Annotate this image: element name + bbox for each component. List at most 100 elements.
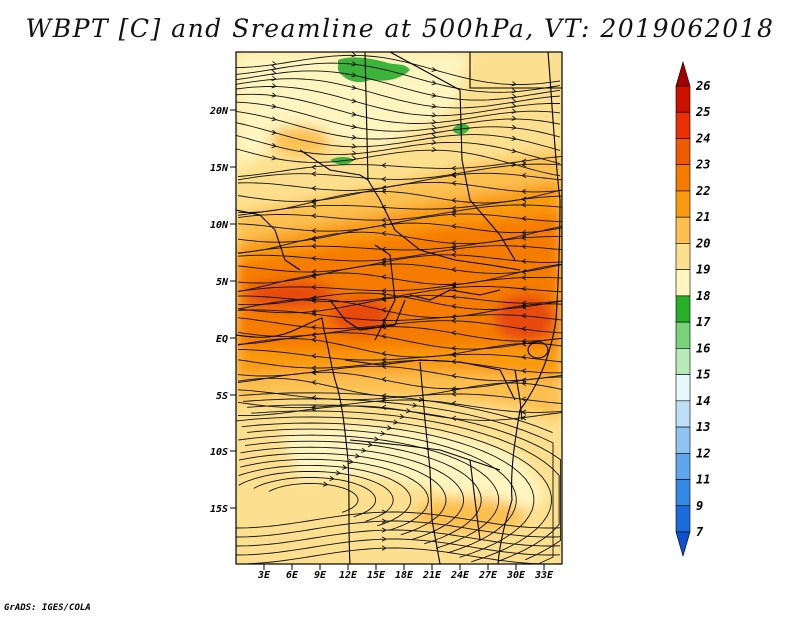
streamline-arrow xyxy=(511,124,517,130)
streamline xyxy=(268,483,359,513)
lat-label-15n: 15N xyxy=(210,163,229,174)
streamline-arrow xyxy=(451,351,457,357)
lon-tick-12e: 12E xyxy=(339,564,358,581)
streamline-arrow xyxy=(451,180,457,186)
streamline-arrow xyxy=(351,111,357,117)
streamline-arrow xyxy=(381,333,387,339)
streamline-arrow xyxy=(311,311,317,317)
streamline-arrow xyxy=(381,518,387,524)
streamline-arrow xyxy=(311,199,317,205)
streamline-arrow xyxy=(381,527,387,533)
streamline-arrow xyxy=(451,318,457,324)
colorbar-swatch xyxy=(675,216,691,244)
streamline-arrow xyxy=(511,115,517,121)
streamline-arrow xyxy=(381,536,387,542)
streamline-arrow xyxy=(351,61,357,67)
streamline xyxy=(237,295,562,314)
colorbar-label: 12 xyxy=(696,446,710,460)
lon-tick-30e: 30E xyxy=(506,564,526,581)
streamline-arrow xyxy=(271,83,277,89)
coastline-west xyxy=(236,317,351,564)
colorbar-swatch xyxy=(675,426,691,454)
streamline xyxy=(237,286,562,303)
streamline-arrow xyxy=(381,188,387,194)
streamline-arrow xyxy=(431,139,437,145)
streamline-arrow xyxy=(311,198,317,204)
streamline-arrow xyxy=(451,294,457,300)
border-12 xyxy=(389,52,461,91)
border-2 xyxy=(459,89,516,261)
streamline xyxy=(237,204,562,221)
colorbar-swatch xyxy=(675,348,691,375)
streamline-arrow xyxy=(311,365,317,371)
colorbar-label: 11 xyxy=(696,473,710,487)
streamline-arrow xyxy=(521,215,527,222)
streamline-arrow xyxy=(451,197,457,203)
streamline-arrow xyxy=(451,303,457,309)
colorbar-swatch xyxy=(675,190,691,218)
streamline xyxy=(238,452,447,536)
streamline xyxy=(236,54,561,85)
colorbar-label: 7 xyxy=(696,525,704,539)
streamline-arrow xyxy=(521,313,527,319)
colorbar-label: 20 xyxy=(695,236,710,250)
streamline-arrow xyxy=(521,196,527,202)
streamline-arrow xyxy=(329,475,335,482)
lon-tick-6e: 6E xyxy=(286,564,299,581)
streamline-arrow xyxy=(311,296,317,302)
lat-label-15s: 15S xyxy=(210,504,228,515)
streamline-arrow xyxy=(431,119,437,125)
lon-tick-18e: 18E xyxy=(395,564,414,581)
streamline-arrow xyxy=(521,202,527,208)
map-title: WBPT [C] and Sreamline at 500hPa, VT: 20… xyxy=(25,14,775,43)
lat-tick-15s: 15S xyxy=(210,504,236,515)
streamline-arrow xyxy=(311,164,317,170)
lat-tick-20n: 20N xyxy=(209,106,236,117)
colorbar-label: 22 xyxy=(695,184,710,198)
streamline xyxy=(236,529,561,547)
streamline-arrow xyxy=(521,269,527,275)
streamline-arrow xyxy=(511,93,517,99)
streamline xyxy=(236,110,561,140)
streamline-arrow xyxy=(521,162,527,168)
streamline xyxy=(236,416,552,563)
streamline-arrow xyxy=(351,84,357,91)
streamline-arrow xyxy=(311,337,317,343)
lat-label-eq: EQ xyxy=(216,334,228,345)
border-10 xyxy=(236,209,301,271)
streamline-arrow xyxy=(335,470,342,476)
colorbar-swatch xyxy=(675,138,691,166)
streamline-arrow xyxy=(521,341,527,347)
streamline-arrow xyxy=(451,211,457,217)
streamline-arrow xyxy=(451,391,457,397)
streamline-arrow xyxy=(521,235,527,241)
streamline xyxy=(253,477,376,518)
streamline-arrow xyxy=(381,217,387,223)
streamline xyxy=(236,538,561,556)
streamline-arrow xyxy=(521,188,527,195)
shading-hot-central xyxy=(330,297,390,333)
streamline-arrow xyxy=(451,172,457,179)
streamline-arrow xyxy=(521,368,527,374)
streamline-arrow xyxy=(431,103,437,109)
streamline-arrow xyxy=(521,380,527,386)
streamline-arrow xyxy=(451,387,457,393)
streamline xyxy=(237,276,562,292)
streamline-arrow xyxy=(451,330,457,336)
streamline-arrow xyxy=(511,161,517,167)
colorbar-swatch xyxy=(675,479,691,507)
lon-label-9e: 9E xyxy=(314,570,327,581)
lon-tick-27e: 27E xyxy=(478,564,498,581)
colorbar-label: 18 xyxy=(696,289,710,303)
streamline xyxy=(238,434,500,549)
streamline-arrow xyxy=(322,481,329,487)
streamline xyxy=(237,338,562,358)
border-7 xyxy=(349,439,501,471)
border-13 xyxy=(329,299,406,331)
streamline xyxy=(238,464,412,527)
streamline-arrow xyxy=(431,80,437,86)
streamline-arrow xyxy=(374,436,380,442)
streamline-arrow xyxy=(381,545,387,551)
streamline-arrow xyxy=(271,70,277,76)
